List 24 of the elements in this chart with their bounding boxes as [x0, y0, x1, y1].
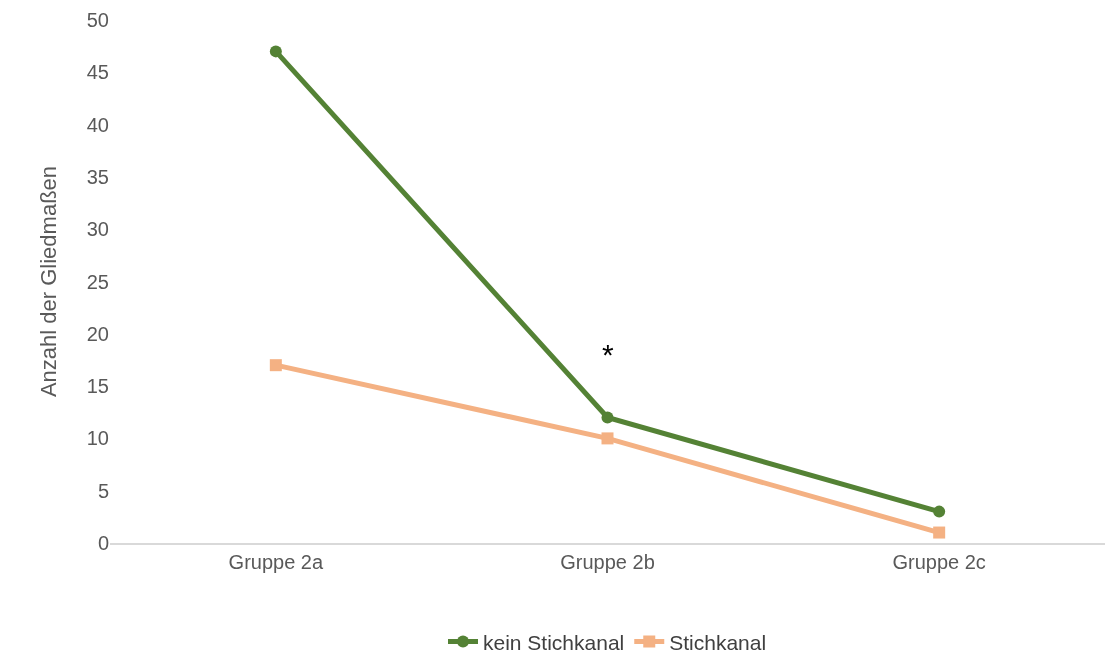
x-tick-label: Gruppe 2a	[228, 550, 324, 573]
y-tick-label: 45	[86, 61, 109, 84]
x-tick-label: Gruppe 2b	[560, 550, 655, 573]
y-tick-label: 15	[86, 375, 109, 398]
y-axis-title: Anzahl der Gliedmaßen	[36, 165, 61, 398]
y-tick-label: 20	[86, 322, 109, 345]
annotation: *	[602, 338, 614, 371]
point	[601, 411, 614, 424]
point	[601, 432, 614, 445]
legend-label: Stichkanal	[669, 630, 767, 654]
y-tick-label: 10	[86, 427, 109, 450]
y-tick-label: 30	[86, 218, 109, 241]
y-tick-label: 35	[86, 165, 109, 188]
legend-label: kein Stichkanal	[483, 630, 625, 654]
y-tick-label: 0	[97, 532, 109, 554]
point	[933, 526, 946, 539]
y-tick-label: 25	[86, 270, 109, 293]
y-tick-label: 50	[86, 9, 109, 31]
y-tick-label: 40	[86, 113, 109, 136]
point	[269, 45, 282, 58]
point	[269, 359, 282, 372]
point	[933, 505, 946, 518]
y-tick-label: 5	[97, 479, 109, 502]
x-tick-label: Gruppe 2c	[892, 550, 986, 573]
